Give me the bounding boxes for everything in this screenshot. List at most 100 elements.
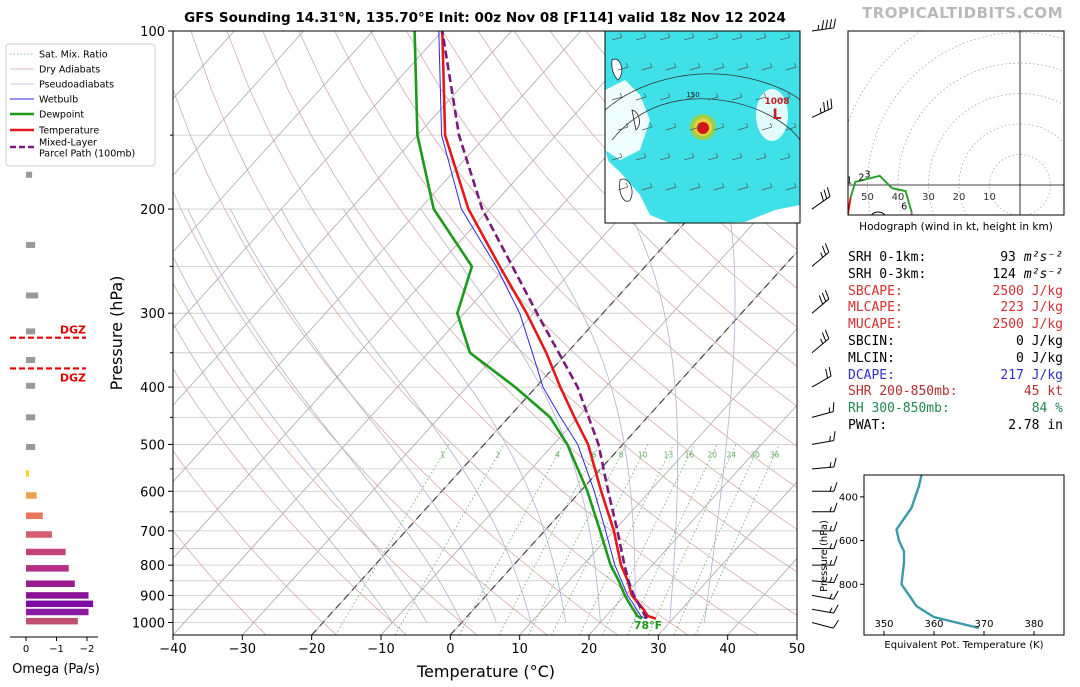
theta-e-ytick-label: 800 [839, 580, 858, 591]
isotherm [173, 31, 512, 406]
map-wind-barb [779, 92, 791, 101]
omega-bar [26, 580, 75, 587]
mixing-ratio-line [458, 444, 564, 635]
skewt-xlabel: Temperature (°C) [416, 662, 555, 681]
index-value: 2.78 in [1008, 417, 1063, 433]
wind-barb [811, 604, 839, 614]
ytick-label: 900 [140, 589, 165, 604]
ytick-label: 100 [140, 25, 165, 40]
index-row: SBCAPE: 2500 J/kg [848, 284, 1063, 301]
mixing-ratio-line [527, 444, 627, 635]
map-wind-barb [785, 122, 797, 131]
wind-barb-half [829, 607, 833, 613]
index-value: 0 J/kg [1016, 333, 1063, 349]
wind-barb-full [823, 189, 828, 199]
map-frame [604, 30, 801, 224]
profile-mixed-layer [441, 31, 648, 620]
isotherm [173, 31, 374, 253]
index-value: 84 % [1031, 401, 1063, 417]
wind-barb [811, 366, 832, 388]
map-dry-area [605, 80, 650, 160]
hodograph-ring-label: 30 [922, 192, 935, 203]
wind-barb-full [824, 329, 830, 339]
pseudo-adiabat [420, 208, 601, 623]
ytick-label: 500 [140, 438, 165, 453]
omega-bar [26, 357, 36, 364]
wind-barb-half [829, 543, 832, 549]
wind-barb-staff [811, 621, 834, 629]
mixing-ratio-label: 16 [685, 450, 695, 459]
index-label: MLCAPE: [848, 300, 903, 316]
legend-label: Temperature [38, 126, 99, 137]
map-low-label: L [773, 107, 782, 123]
dry-adiabat [442, 31, 797, 407]
wind-barb [812, 539, 838, 550]
wind-barb-half [829, 593, 833, 599]
omega-tick-label: −2 [80, 644, 95, 655]
wind-barb-half [829, 486, 832, 492]
mixing-ratio-label: 1 [440, 450, 445, 459]
theta-e-content [895, 475, 980, 630]
pseudo-adiabat [173, 322, 393, 623]
hodograph-ring-label: 20 [953, 192, 966, 203]
pseudo-adiabat [187, 208, 463, 623]
dry-adiabat [334, 31, 797, 530]
map-wind-barb [611, 152, 623, 161]
wind-barb-full [818, 295, 824, 305]
ytick-label: 800 [140, 559, 165, 574]
wind-barb [812, 555, 838, 566]
index-row: SRH 0-1km: 93 m²s⁻² [848, 250, 1063, 267]
wind-barb-full [820, 191, 824, 202]
wind-barb [811, 402, 835, 418]
map-wind-barb [641, 182, 653, 191]
map-wind-barb [755, 32, 767, 41]
map-wind-barb [779, 152, 791, 161]
wind-barb-staff [811, 375, 832, 388]
theta-e-ylabel: Pressure (hPa) [819, 520, 830, 592]
map-coastline [611, 58, 640, 202]
map-low-pressure: 1008 [764, 97, 789, 107]
mixing-ratio-label: 36 [770, 450, 780, 459]
map-wind-barb [617, 182, 629, 191]
wind-barb-half [829, 560, 832, 566]
hodograph-ring-label: 40 [892, 192, 905, 203]
dry-adiabat [173, 190, 548, 635]
theta-e-xtick-label: 360 [924, 619, 943, 630]
map-isobar-label: 150 [686, 91, 699, 99]
index-row: DCAPE: 217 J/kg [848, 368, 1063, 385]
map-wind-barb [779, 32, 791, 41]
map-wind-barb [761, 122, 773, 131]
mixing-ratio-line [695, 444, 780, 635]
theta-e-ytick-label: 400 [839, 492, 858, 503]
brand-watermark: TROPICALTIDBITS.COM [862, 4, 1063, 22]
xtick-label: 50 [789, 642, 806, 657]
wind-barb-half [820, 338, 824, 344]
omega-xlabel: Omega (Pa/s) [12, 662, 100, 677]
mixing-ratio-label: 30 [750, 450, 760, 459]
wind-barbs [811, 18, 839, 629]
map-wind-barb [689, 182, 701, 191]
omega-bar [26, 617, 78, 625]
wind-barb-full [833, 18, 836, 29]
wind-barb-full [825, 19, 829, 30]
index-label: SRH 0-3km: [848, 266, 927, 282]
pseudo-adiabat [280, 208, 532, 623]
dry-adiabat [477, 31, 797, 367]
index-row: SBCIN: 0 J/kg [848, 334, 1063, 351]
omega-tick-label: −1 [49, 644, 64, 655]
wind-barb-half [828, 407, 831, 413]
hodograph-ring-label: 10 [983, 192, 996, 203]
hodograph-frame [847, 30, 1065, 216]
index-value: 124 m²s⁻² [992, 266, 1063, 282]
map-wind-barb [611, 32, 623, 41]
legend-label: Sat. Mix. Ratio [39, 50, 108, 61]
mixing-ratio-line [551, 444, 649, 635]
pseudo-adiabat [342, 208, 567, 623]
wind-barb-full [833, 539, 838, 549]
isotherm [519, 327, 797, 635]
ytick-label: 400 [140, 381, 165, 396]
map-wind-barb [731, 152, 743, 161]
omega-bar [26, 241, 36, 248]
